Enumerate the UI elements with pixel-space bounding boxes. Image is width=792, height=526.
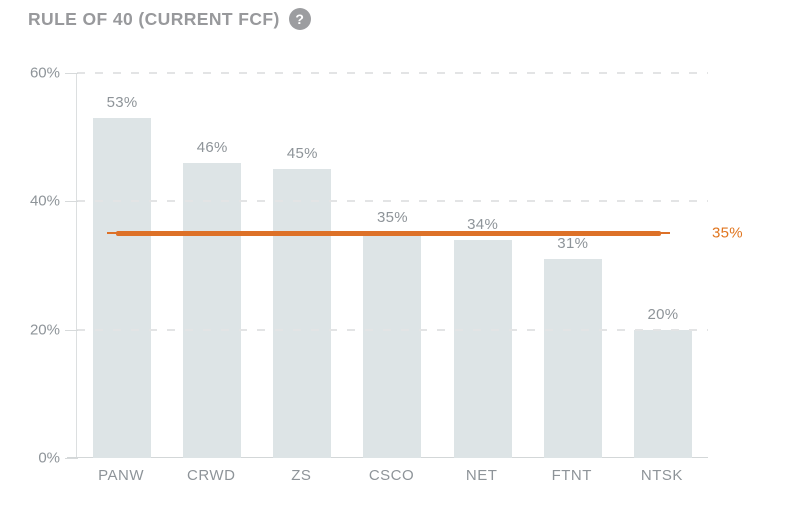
chart-header: RULE OF 40 (CURRENT FCF) ? [28, 8, 311, 30]
x-axis-label-ftnt: FTNT [551, 467, 592, 484]
x-axis-label-net: NET [465, 467, 498, 484]
bar-value-label: 20% [647, 305, 679, 323]
bar-value-label: 34% [467, 215, 499, 233]
bar-column-ftnt: 31% [528, 73, 618, 458]
x-axis-labels: PANW CRWD ZS CSCO NET FTNT NTSK [76, 467, 707, 484]
bar-crwd: 46% [183, 139, 242, 458]
bar-column-crwd: 46% [167, 73, 257, 458]
bar-value-label: 31% [557, 235, 589, 253]
gridline-60 [77, 72, 708, 74]
gridline-20 [77, 328, 708, 331]
bar-value-label: 35% [377, 209, 408, 227]
y-axis-tick [65, 329, 78, 331]
x-axis-label-zs: ZS [291, 467, 312, 484]
threshold-line-segment [116, 230, 661, 236]
threshold-value-label: 35% [712, 224, 743, 242]
bar-column-csco: 35% [347, 73, 437, 458]
x-axis-label-csco: CSCO [368, 467, 415, 484]
x-axis-label-panw: PANW [98, 467, 145, 484]
bar-value-label: 53% [106, 93, 138, 111]
bar-panw: 53% [93, 94, 152, 458]
y-axis-tick [65, 458, 78, 459]
y-axis-tick-label: 0% [38, 449, 60, 467]
bar-zs: 45% [273, 145, 332, 458]
bar-column-panw: 53% [77, 73, 167, 458]
bars-container: 53% 46% 45% 35% 34% 31% 20% [77, 73, 708, 458]
bar-column-zs: 45% [257, 73, 347, 458]
y-axis-tick-label: 40% [29, 192, 60, 210]
x-axis-label-ntsk: NTSK [640, 467, 683, 484]
bar-value-label: 46% [196, 138, 228, 156]
threshold-line-left-cap [107, 232, 117, 235]
threshold-line-right-cap [660, 232, 670, 235]
plot-area: 53% 46% 45% 35% 34% 31% 20% 35% 0% 20% 40% 60% [30, 65, 743, 467]
bar-csco: 35% [363, 209, 422, 458]
bar-ntsk: 20% [633, 306, 692, 458]
x-axis-label-crwd: CRWD [187, 467, 236, 484]
chart-title: RULE OF 40 (CURRENT FCF) [28, 8, 280, 29]
bar-ftnt: 31% [543, 235, 602, 458]
bar-value-label: 45% [286, 145, 318, 163]
bar-column-net: 34% [438, 73, 528, 458]
help-icon[interactable]: ? [288, 8, 311, 30]
y-axis-tick-label: 20% [29, 321, 60, 339]
y-axis-tick [65, 201, 78, 203]
y-axis-tick-label: 60% [29, 64, 60, 82]
bar-net: 34% [453, 216, 512, 458]
bar-column-ntsk: 20% [618, 73, 708, 458]
gridline-40 [77, 200, 708, 203]
y-axis-tick [65, 73, 78, 74]
